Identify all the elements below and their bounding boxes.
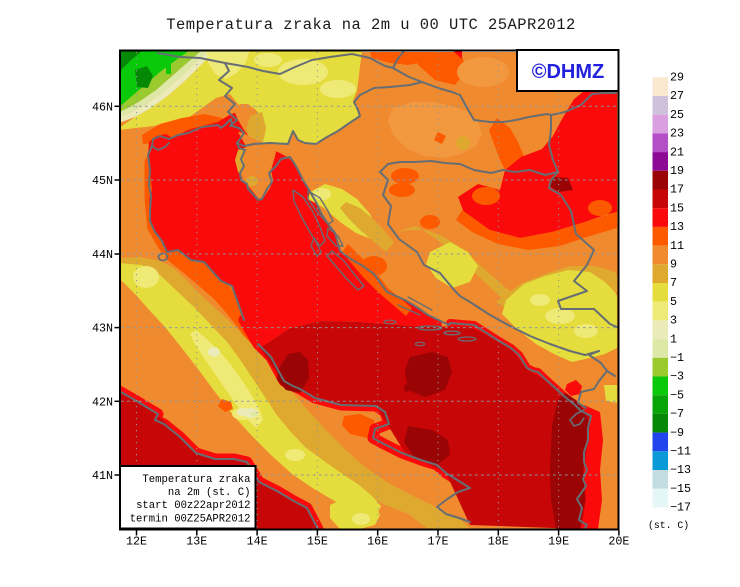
svg-text:na 2m (st. C): na 2m (st. C) <box>168 487 251 499</box>
svg-text:−13: −13 <box>670 463 691 477</box>
svg-text:41N: 41N <box>92 469 113 483</box>
svg-text:−11: −11 <box>670 445 691 459</box>
svg-text:start 00z22apr2012: start 00z22apr2012 <box>136 500 250 512</box>
svg-text:©DHMZ: ©DHMZ <box>532 61 605 83</box>
svg-text:15E: 15E <box>307 535 328 549</box>
svg-text:13E: 13E <box>186 535 207 549</box>
svg-text:21: 21 <box>670 145 684 159</box>
svg-text:18E: 18E <box>488 535 509 549</box>
svg-text:11: 11 <box>670 239 684 253</box>
svg-text:16E: 16E <box>367 535 388 549</box>
svg-text:−5: −5 <box>670 388 684 402</box>
svg-text:17: 17 <box>670 183 684 197</box>
svg-text:17E: 17E <box>427 535 448 549</box>
svg-text:15: 15 <box>670 201 684 215</box>
svg-text:−3: −3 <box>670 370 684 384</box>
svg-text:45N: 45N <box>92 174 113 188</box>
svg-text:−15: −15 <box>670 482 691 496</box>
svg-text:42N: 42N <box>92 395 113 409</box>
svg-text:19E: 19E <box>548 535 569 549</box>
svg-text:29: 29 <box>670 71 684 85</box>
svg-text:−9: −9 <box>670 426 684 440</box>
svg-text:19: 19 <box>670 164 684 178</box>
svg-text:46N: 46N <box>92 100 113 114</box>
svg-text:14E: 14E <box>247 535 268 549</box>
svg-text:20E: 20E <box>608 535 629 549</box>
svg-text:23: 23 <box>670 127 684 141</box>
svg-text:7: 7 <box>670 276 677 290</box>
svg-text:3: 3 <box>670 314 677 328</box>
svg-text:Temperatura zraka: Temperatura zraka <box>142 474 250 486</box>
svg-text:43N: 43N <box>92 322 113 336</box>
svg-text:1: 1 <box>670 332 677 346</box>
svg-text:13: 13 <box>670 220 684 234</box>
svg-text:−17: −17 <box>670 501 691 515</box>
svg-text:27: 27 <box>670 89 684 103</box>
svg-text:44N: 44N <box>92 248 113 262</box>
svg-text:12E: 12E <box>126 535 147 549</box>
svg-text:(st. C): (st. C) <box>648 520 689 531</box>
svg-text:25: 25 <box>670 108 684 122</box>
svg-text:5: 5 <box>670 295 677 309</box>
svg-text:Temperatura zraka na 2m u 00 U: Temperatura zraka na 2m u 00 UTC 25APR20… <box>166 16 576 34</box>
svg-text:−1: −1 <box>670 351 684 365</box>
svg-text:9: 9 <box>670 258 677 272</box>
svg-text:−7: −7 <box>670 407 684 421</box>
svg-text:termin 00Z25APR2012: termin 00Z25APR2012 <box>130 513 251 525</box>
